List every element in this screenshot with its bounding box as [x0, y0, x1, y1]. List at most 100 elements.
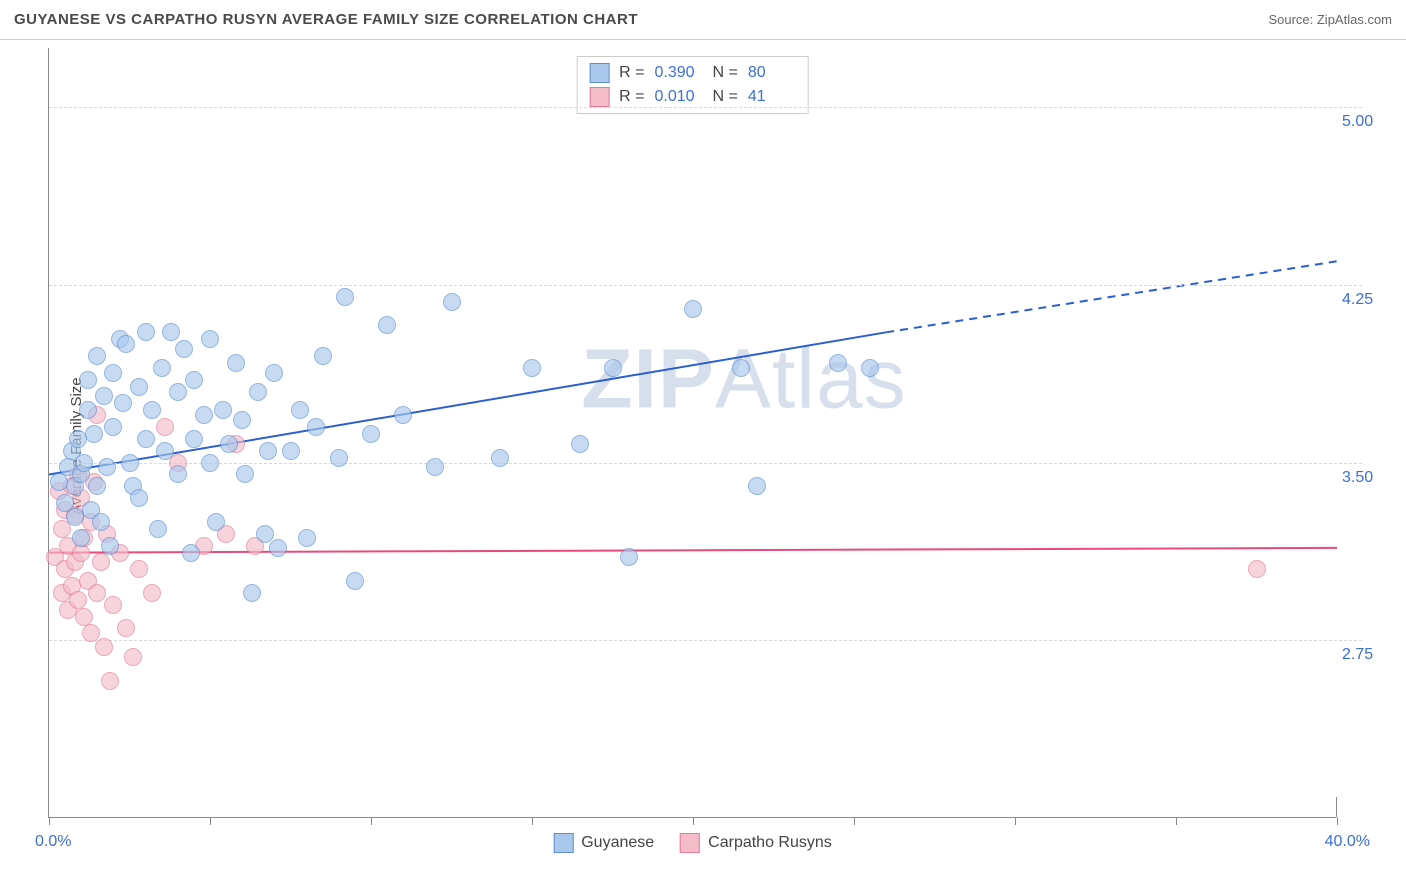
scatter-plot-area: ZIPAtlas R = 0.390 N = 80 R = 0.010 N = … [48, 48, 1336, 818]
scatter-point-carpatho [143, 584, 161, 602]
scatter-point-guyanese [394, 406, 412, 424]
r-label: R = [619, 88, 644, 106]
scatter-point-guyanese [346, 572, 364, 590]
scatter-point-carpatho [101, 672, 119, 690]
scatter-point-guyanese [227, 354, 245, 372]
trend-lines-layer [49, 48, 1337, 818]
stats-row-guyanese: R = 0.390 N = 80 [585, 61, 800, 85]
scatter-point-guyanese [265, 364, 283, 382]
scatter-point-guyanese [201, 330, 219, 348]
scatter-point-guyanese [620, 548, 638, 566]
scatter-point-guyanese [88, 347, 106, 365]
scatter-point-guyanese [443, 293, 461, 311]
scatter-point-guyanese [491, 449, 509, 467]
x-tick [854, 817, 855, 825]
scatter-point-carpatho [130, 560, 148, 578]
scatter-point-guyanese [185, 371, 203, 389]
scatter-point-guyanese [169, 383, 187, 401]
legend-item-guyanese: Guyanese [553, 833, 654, 853]
scatter-point-carpatho [75, 608, 93, 626]
scatter-point-guyanese [72, 529, 90, 547]
swatch-carpatho [589, 87, 609, 107]
scatter-point-carpatho [104, 596, 122, 614]
scatter-point-guyanese [75, 454, 93, 472]
r-value-guyanese: 0.390 [655, 64, 703, 82]
watermark-bold: ZIP [581, 331, 715, 425]
scatter-point-guyanese [269, 539, 287, 557]
scatter-point-guyanese [79, 371, 97, 389]
scatter-point-guyanese [684, 300, 702, 318]
n-label: N = [713, 88, 738, 106]
scatter-point-guyanese [233, 411, 251, 429]
scatter-point-guyanese [330, 449, 348, 467]
y-tick-label: 3.50 [1342, 469, 1392, 487]
scatter-point-guyanese [426, 458, 444, 476]
scatter-point-guyanese [162, 323, 180, 341]
scatter-point-guyanese [185, 430, 203, 448]
n-value-guyanese: 80 [748, 64, 796, 82]
y-tick-label: 2.75 [1342, 646, 1392, 664]
scatter-point-guyanese [201, 454, 219, 472]
scatter-point-carpatho [117, 619, 135, 637]
scatter-point-guyanese [130, 489, 148, 507]
scatter-point-guyanese [101, 537, 119, 555]
scatter-point-guyanese [214, 401, 232, 419]
legend-item-carpatho: Carpatho Rusyns [680, 833, 832, 853]
scatter-point-guyanese [861, 359, 879, 377]
scatter-point-guyanese [220, 435, 238, 453]
scatter-point-guyanese [298, 529, 316, 547]
scatter-point-guyanese [98, 458, 116, 476]
y-tick-label: 5.00 [1342, 113, 1392, 131]
stats-row-carpatho: R = 0.010 N = 41 [585, 85, 800, 109]
watermark: ZIPAtlas [581, 330, 906, 427]
scatter-point-guyanese [182, 544, 200, 562]
swatch-carpatho [680, 833, 700, 853]
scatter-point-guyanese [175, 340, 193, 358]
scatter-point-guyanese [604, 359, 622, 377]
scatter-point-guyanese [156, 442, 174, 460]
scatter-point-guyanese [243, 584, 261, 602]
scatter-point-carpatho [88, 584, 106, 602]
scatter-point-guyanese [114, 394, 132, 412]
right-edge-marker [1336, 797, 1337, 817]
scatter-point-guyanese [207, 513, 225, 531]
series-legend: Guyanese Carpatho Rusyns [553, 833, 832, 853]
scatter-point-guyanese [121, 454, 139, 472]
scatter-point-carpatho [1248, 560, 1266, 578]
scatter-point-guyanese [307, 418, 325, 436]
gridline-h [49, 463, 1362, 464]
scatter-point-guyanese [829, 354, 847, 372]
x-tick [532, 817, 533, 825]
x-tick [1176, 817, 1177, 825]
scatter-point-guyanese [249, 383, 267, 401]
scatter-point-guyanese [85, 425, 103, 443]
chart-title: GUYANESE VS CARPATHO RUSYN AVERAGE FAMIL… [14, 11, 638, 28]
chart-source: Source: ZipAtlas.com [1268, 12, 1392, 27]
chart-header: GUYANESE VS CARPATHO RUSYN AVERAGE FAMIL… [0, 0, 1406, 40]
x-tick [371, 817, 372, 825]
scatter-point-guyanese [95, 387, 113, 405]
scatter-point-guyanese [137, 430, 155, 448]
scatter-point-guyanese [130, 378, 148, 396]
watermark-light: Atlas [715, 331, 907, 425]
scatter-point-guyanese [732, 359, 750, 377]
scatter-point-guyanese [88, 477, 106, 495]
scatter-point-guyanese [104, 364, 122, 382]
scatter-point-carpatho [124, 648, 142, 666]
scatter-point-guyanese [748, 477, 766, 495]
n-value-carpatho: 41 [748, 88, 796, 106]
scatter-point-guyanese [314, 347, 332, 365]
scatter-point-carpatho [156, 418, 174, 436]
x-axis-max-label: 40.0% [1325, 833, 1370, 851]
scatter-point-guyanese [143, 401, 161, 419]
x-tick [693, 817, 694, 825]
x-tick [49, 817, 50, 825]
scatter-point-guyanese [336, 288, 354, 306]
scatter-point-guyanese [92, 513, 110, 531]
gridline-h [49, 107, 1362, 108]
scatter-point-guyanese [169, 465, 187, 483]
scatter-point-guyanese [149, 520, 167, 538]
legend-label-guyanese: Guyanese [581, 834, 654, 852]
scatter-point-guyanese [523, 359, 541, 377]
scatter-point-guyanese [79, 401, 97, 419]
